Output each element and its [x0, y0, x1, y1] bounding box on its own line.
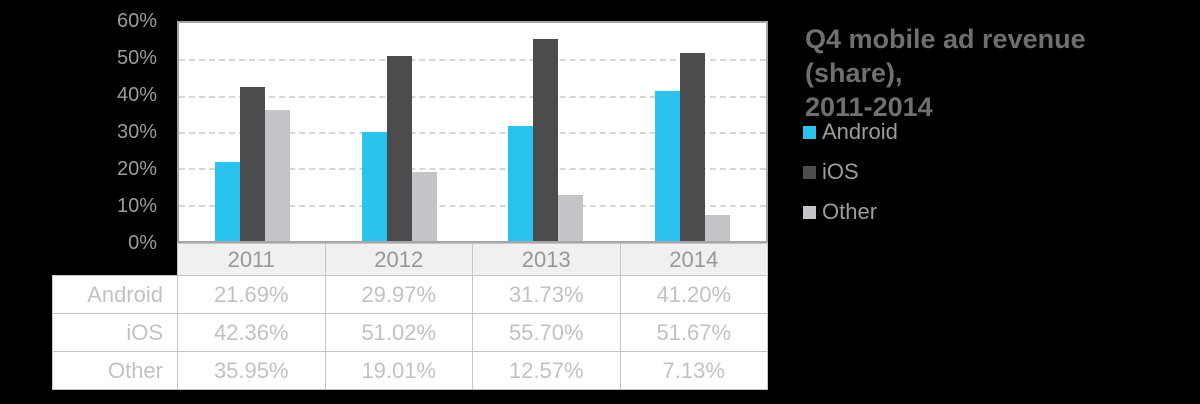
value-cell: 35.95%	[177, 351, 326, 390]
value-cell: 7.13%	[619, 351, 768, 390]
bar-other-2012	[411, 171, 437, 241]
value-cell: 21.69%	[177, 275, 326, 314]
legend-label: Other	[822, 199, 878, 224]
legend-item-android: Android	[803, 119, 898, 144]
bar-ios-2012	[386, 55, 412, 241]
bar-android-2012	[361, 132, 387, 241]
data-table: 2011 2012 2013 2014 Android 21.69% 29.97% 31.7…	[52, 243, 768, 390]
legend: Android iOS Other	[803, 119, 898, 241]
gridline	[179, 168, 766, 171]
table-header-row: 2011 2012 2013 2014	[53, 243, 768, 276]
value-cell: 19.01%	[324, 351, 473, 390]
legend-label: iOS	[822, 159, 859, 184]
bar-group-2011	[179, 23, 326, 241]
table-row-ios: iOS 42.36% 51.02% 55.70% 51.67%	[52, 313, 768, 352]
bar-other-2013	[558, 195, 584, 241]
bar-android-2013	[508, 125, 534, 241]
y-axis-tick-label: 10%	[116, 195, 157, 217]
y-axis: 60% 50% 40% 30% 20% 10% 0%	[0, 11, 157, 253]
table-row-android: Android 21.69% 29.97% 31.73% 41.20%	[52, 275, 768, 314]
chart-title: Q4 mobile ad revenue (share), 2011-2014	[805, 22, 1185, 124]
table-body: Android 21.69% 29.97% 31.73% 41.20% iOS 42.36%…	[52, 275, 768, 390]
value-cell: 12.57%	[472, 351, 621, 390]
column-header-2013: 2013	[472, 243, 621, 276]
value-cell: 29.97%	[324, 275, 473, 314]
row-label-other: Other	[52, 351, 178, 390]
bar-android-2014	[655, 91, 681, 241]
y-axis-tick-label: 60%	[116, 10, 157, 32]
y-axis-tick-label: 30%	[116, 121, 157, 143]
value-cell: 51.02%	[324, 313, 473, 352]
row-label-ios: iOS	[52, 313, 178, 352]
legend-label: Android	[822, 119, 898, 144]
legend-item-other: Other	[803, 199, 898, 224]
legend-swatch-android	[803, 125, 816, 139]
y-axis-tick-label: 40%	[116, 84, 157, 106]
bar-series-container	[179, 23, 766, 241]
gridline	[179, 132, 766, 134]
bar-android-2011	[214, 162, 240, 241]
column-header-2011: 2011	[177, 243, 326, 276]
table-row-other: Other 35.95% 19.01% 12.57% 7.13%	[52, 351, 768, 390]
legend-swatch-ios	[803, 165, 816, 179]
legend-swatch-other	[803, 205, 816, 219]
bar-group-2014	[619, 23, 766, 241]
gridline	[179, 59, 766, 62]
bar-ios-2013	[533, 38, 559, 241]
value-cell: 41.20%	[619, 275, 768, 314]
table-header-spacer	[53, 244, 178, 276]
bar-other-2011	[264, 110, 290, 241]
value-cell: 42.36%	[177, 313, 326, 352]
column-header-2012: 2012	[324, 243, 473, 276]
value-cell: 31.73%	[472, 275, 621, 314]
plot-area	[177, 21, 768, 243]
gridlines	[179, 23, 766, 241]
bar-group-2012	[326, 23, 473, 241]
gridline	[179, 204, 766, 207]
bar-group-2013	[473, 23, 620, 241]
row-label-android: Android	[52, 275, 178, 314]
bar-other-2014	[705, 215, 731, 241]
bar-ios-2014	[680, 53, 706, 241]
y-axis-tick-label: 50%	[116, 47, 157, 69]
bar-ios-2011	[239, 87, 265, 241]
chart-title-line2: 2011-2014	[805, 92, 933, 122]
legend-item-ios: iOS	[803, 159, 898, 184]
y-axis-tick-label: 20%	[116, 158, 157, 180]
gridline	[179, 95, 766, 98]
value-cell: 55.70%	[472, 313, 621, 352]
value-cell: 51.67%	[619, 313, 768, 352]
y-axis-tick-label: 0%	[128, 232, 157, 254]
chart-title-line1: Q4 mobile ad revenue (share),	[805, 24, 1086, 88]
column-header-2014: 2014	[619, 243, 768, 276]
